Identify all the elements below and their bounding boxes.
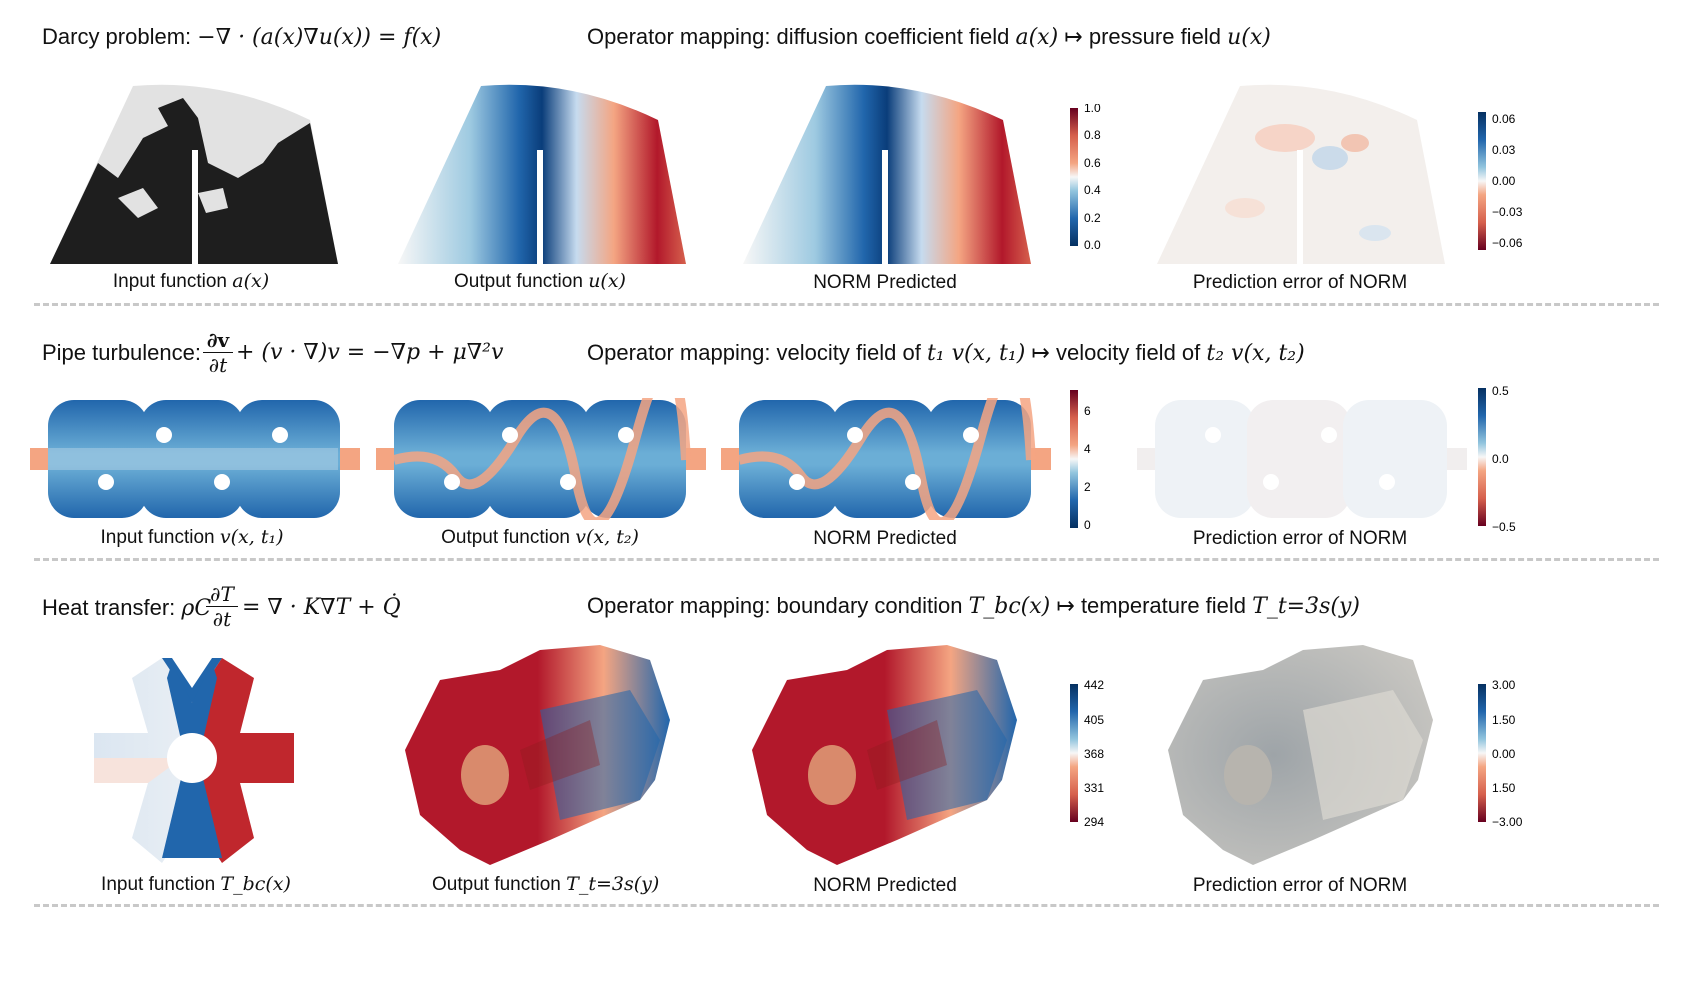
heat-error-plot xyxy=(1168,645,1433,865)
cb3e-tick-3: 1.50 xyxy=(1492,781,1516,795)
row2-fraction: ∂v ∂t xyxy=(203,328,233,377)
cb2e-tick-0: 0.5 xyxy=(1492,386,1509,398)
heat-error-colorbar: 3.00 1.50 0.00 1.50 −3.00 xyxy=(1478,680,1523,829)
divider-2 xyxy=(34,558,1659,561)
cb3e-tick-1: 1.50 xyxy=(1492,713,1516,727)
row1-mapping-prefix: Operator mapping: diffusion coefficient … xyxy=(587,24,1010,49)
row3-fraction-den: ∂t xyxy=(212,607,232,631)
row3-title: Heat transfer: ρC xyxy=(42,595,211,621)
row3-mapping: Operator mapping: boundary condition T_b… xyxy=(587,593,1360,619)
darcy-error-plot xyxy=(1157,84,1445,265)
row2-caption-error: Prediction error of NORM xyxy=(1192,528,1408,549)
divider-3 xyxy=(34,904,1659,907)
row2-caption-output: Output function v(x, t₂) xyxy=(441,526,639,548)
darcy-output-plot xyxy=(398,84,686,265)
darcy-predicted-plot xyxy=(743,84,1031,265)
cb2e-tick-2: −0.5 xyxy=(1492,520,1516,531)
pipe-predicted-plot xyxy=(721,398,1051,520)
row3-mapping-prefix: Operator mapping: boundary condition xyxy=(587,593,963,618)
row3-fraction: ∂T ∂t xyxy=(206,582,238,631)
cb1-tick-3: 0.4 xyxy=(1084,183,1101,197)
row3-mapping-from: T_bc(x) xyxy=(968,594,1051,619)
row3-mapping-mid: temperature field xyxy=(1080,593,1247,618)
cb1e-tick-2: 0.00 xyxy=(1492,174,1516,188)
heat-input-plot xyxy=(94,658,294,863)
cb2-tick-3: 0 xyxy=(1084,518,1091,532)
pipe-input-plot xyxy=(30,400,360,518)
cb2-tick-0: 6 xyxy=(1084,404,1091,418)
cb3-tick-1: 405 xyxy=(1084,713,1104,727)
row1-problem-label: Darcy problem: xyxy=(42,24,192,49)
cb1-tick-2: 0.6 xyxy=(1084,156,1101,170)
row2-caption-predicted: NORM Predicted xyxy=(813,528,957,549)
row3-caption-predicted: NORM Predicted xyxy=(813,875,957,896)
cb3-tick-0: 442 xyxy=(1084,680,1104,692)
cb3-tick-4: 294 xyxy=(1084,815,1104,829)
darcy-input-plot xyxy=(50,84,338,265)
row3-caption-error: Prediction error of NORM xyxy=(1192,875,1408,896)
cb2-tick-1: 4 xyxy=(1084,442,1091,456)
heat-output-plot xyxy=(405,645,670,865)
heat-predicted-plot xyxy=(752,645,1017,865)
row2-equation: + (v · ∇)v = −∇p + μ∇²v xyxy=(236,340,504,365)
cb1e-tick-1: 0.03 xyxy=(1492,143,1516,157)
row1-mapping-arrow: ↦ xyxy=(1064,24,1083,49)
cb3e-tick-4: −3.00 xyxy=(1492,815,1523,829)
cb1-tick-4: 0.2 xyxy=(1084,211,1101,225)
pipe-output-plot xyxy=(376,398,706,520)
cb3-tick-2: 368 xyxy=(1084,747,1104,761)
divider-1 xyxy=(34,303,1659,306)
cb1-tick-0: 1.0 xyxy=(1084,104,1101,115)
darcy-colorbar: 1.0 0.8 0.6 0.4 0.2 0.0 xyxy=(1070,104,1101,252)
cb1-tick-1: 0.8 xyxy=(1084,128,1101,142)
cb2-tick-2: 2 xyxy=(1084,480,1091,494)
row1-caption-input: Input function a(x) xyxy=(112,270,270,292)
row2-mapping-arrow: ↦ xyxy=(1031,340,1050,365)
row3-fraction-num: ∂T xyxy=(206,582,238,607)
heat-colorbar: 442 405 368 331 294 xyxy=(1070,680,1104,829)
cb3-tick-3: 331 xyxy=(1084,781,1104,795)
pipe-error-plot xyxy=(1137,400,1467,518)
row3-caption-output: Output function T_t=3s(y) xyxy=(432,873,660,895)
row1-title: Darcy problem: −∇ · (a(x)∇u(x)) = f(x) xyxy=(42,24,441,50)
row2-title: Pipe turbulence: xyxy=(42,340,201,366)
darcy-error-colorbar: 0.06 0.03 0.00 −0.03 −0.06 xyxy=(1478,112,1523,250)
row2-mapping-mid: velocity field of xyxy=(1055,340,1201,365)
row1-equation: −∇ · (a(x)∇u(x)) = f(x) xyxy=(197,25,442,50)
cb3e-tick-2: 0.00 xyxy=(1492,747,1516,761)
cb2e-tick-1: 0.0 xyxy=(1492,452,1509,466)
row2-caption-input: Input function v(x, t₁) xyxy=(100,526,284,548)
row1-caption-output: Output function u(x) xyxy=(454,270,626,292)
row1-mapping: Operator mapping: diffusion coefficient … xyxy=(587,24,1271,50)
pipe-colorbar: 6 4 2 0 xyxy=(1070,390,1091,532)
row2-problem-label: Pipe turbulence: xyxy=(42,340,201,365)
row1-mapping-from: a(x) xyxy=(1015,25,1059,50)
row3-equation-pre: ρC xyxy=(181,596,212,621)
cb1e-tick-3: −0.03 xyxy=(1492,205,1523,219)
cb1e-tick-4: −0.06 xyxy=(1492,236,1523,250)
cb3e-tick-0: 3.00 xyxy=(1492,680,1516,692)
row2-mapping: Operator mapping: velocity field of t₁ v… xyxy=(587,340,1305,366)
row1-caption-predicted: NORM Predicted xyxy=(813,272,957,293)
pipe-error-colorbar: 0.5 0.0 −0.5 xyxy=(1478,386,1516,531)
row2-fraction-num: ∂v xyxy=(203,328,233,353)
cb1e-tick-0: 0.06 xyxy=(1492,112,1516,126)
row3-mapping-to: T_t=3s(y) xyxy=(1252,594,1360,619)
row1-caption-error: Prediction error of NORM xyxy=(1192,272,1408,293)
row2-mapping-from: t₁ v(x, t₁) xyxy=(926,341,1026,366)
row2-mapping-prefix: Operator mapping: velocity field of xyxy=(587,340,921,365)
row3-caption-input: Input function T_bc(x) xyxy=(101,873,291,895)
row3-mapping-arrow: ↦ xyxy=(1056,593,1075,618)
row1-mapping-to: u(x) xyxy=(1227,25,1271,50)
row2-mapping-to: t₂ v(x, t₂) xyxy=(1206,341,1305,366)
cb1-tick-5: 0.0 xyxy=(1084,238,1101,252)
row3-problem-label: Heat transfer: xyxy=(42,595,176,620)
row3-equation: = ∇ · K∇T + Q̇ xyxy=(242,595,401,620)
row2-fraction-den: ∂t xyxy=(208,353,228,377)
row1-mapping-mid: pressure field xyxy=(1088,24,1221,49)
